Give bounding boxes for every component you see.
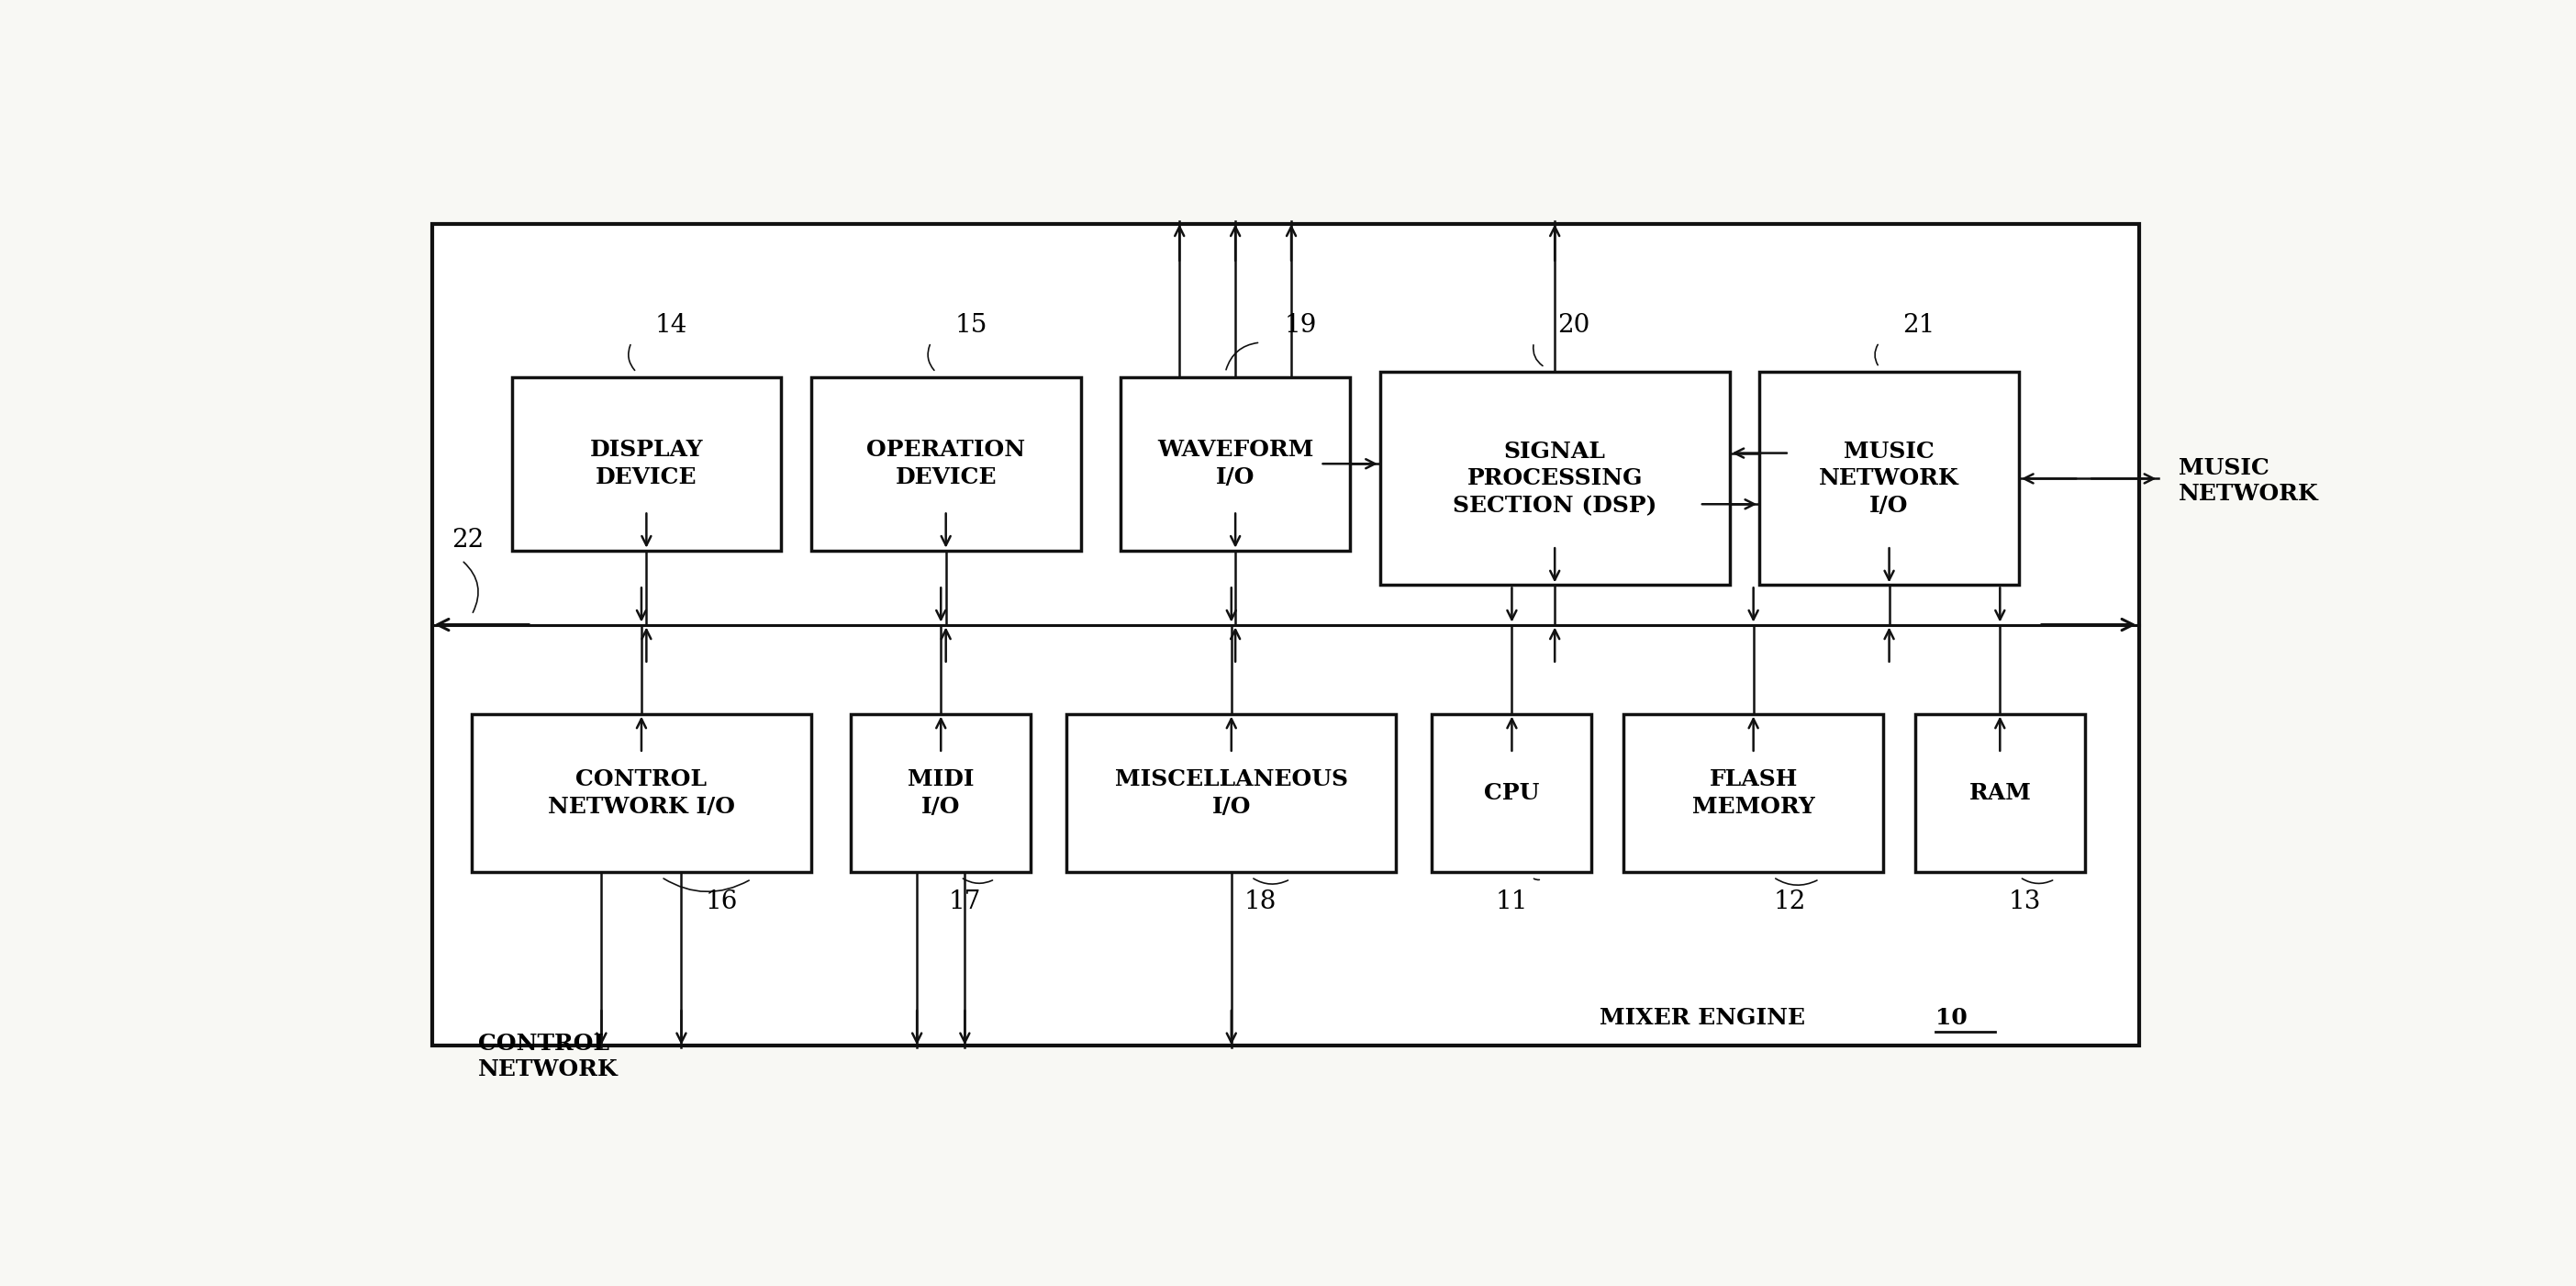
Text: 17: 17 — [948, 889, 981, 914]
Text: MIXER ENGINE: MIXER ENGINE — [1600, 1007, 1814, 1029]
Text: 14: 14 — [654, 312, 688, 337]
Bar — [1121, 377, 1350, 550]
Bar — [1381, 372, 1728, 585]
Text: WAVEFORM
I/O: WAVEFORM I/O — [1157, 439, 1314, 489]
Bar — [513, 377, 781, 550]
Text: RAM: RAM — [1968, 782, 2030, 804]
Bar — [811, 377, 1082, 550]
Text: MISCELLANEOUS
I/O: MISCELLANEOUS I/O — [1115, 768, 1347, 818]
Text: 16: 16 — [706, 889, 737, 914]
Text: 13: 13 — [2009, 889, 2040, 914]
Bar — [1914, 714, 2084, 872]
Text: OPERATION
DEVICE: OPERATION DEVICE — [866, 439, 1025, 489]
Text: FLASH
MEMORY: FLASH MEMORY — [1692, 768, 1814, 818]
Text: 21: 21 — [1904, 312, 1935, 337]
Text: 10: 10 — [1935, 1007, 1968, 1029]
Text: 15: 15 — [956, 312, 987, 337]
Text: 22: 22 — [451, 529, 484, 553]
Text: SIGNAL
PROCESSING
SECTION (DSP): SIGNAL PROCESSING SECTION (DSP) — [1453, 440, 1656, 517]
Text: 18: 18 — [1244, 889, 1278, 914]
Text: MUSIC
NETWORK
I/O: MUSIC NETWORK I/O — [1819, 440, 1960, 517]
Text: 19: 19 — [1283, 312, 1316, 337]
Text: 11: 11 — [1497, 889, 1528, 914]
Text: CONTROL
NETWORK: CONTROL NETWORK — [477, 1033, 618, 1080]
Bar — [1432, 714, 1592, 872]
Text: 12: 12 — [1772, 889, 1806, 914]
Bar — [1623, 714, 1883, 872]
Bar — [471, 714, 811, 872]
Text: CONTROL
NETWORK I/O: CONTROL NETWORK I/O — [549, 768, 734, 818]
Text: 20: 20 — [1558, 312, 1589, 337]
Text: CPU: CPU — [1484, 782, 1540, 804]
Text: MIDI
I/O: MIDI I/O — [907, 768, 974, 818]
Bar — [433, 224, 2138, 1046]
Text: DISPLAY
DEVICE: DISPLAY DEVICE — [590, 439, 703, 489]
Bar — [1066, 714, 1396, 872]
Text: MUSIC
NETWORK: MUSIC NETWORK — [2179, 458, 2318, 505]
Bar — [1759, 372, 2020, 585]
Bar — [850, 714, 1030, 872]
